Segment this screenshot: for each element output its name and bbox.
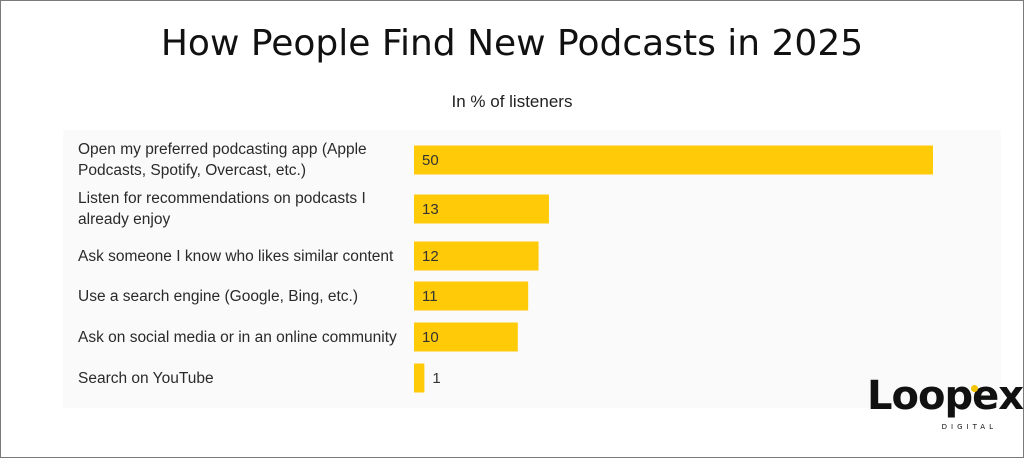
data-label-0: 50 xyxy=(422,152,439,169)
category-label-4: Ask on social media or in an online comm… xyxy=(78,328,397,346)
chart-subtitle: In % of listeners xyxy=(451,92,573,111)
category-label-5: Search on YouTube xyxy=(78,369,214,387)
category-label-3: Use a search engine (Google, Bing, etc.) xyxy=(78,287,359,305)
plot-area: Open my preferred podcasting app (Apple … xyxy=(63,130,1001,408)
bar-chart: 50 13 12 11 10 1 xyxy=(414,145,933,393)
logo-subtext: DIGITAL xyxy=(941,423,997,431)
bar-5 xyxy=(414,363,425,393)
data-label-5: 1 xyxy=(432,370,440,387)
data-label-2: 12 xyxy=(422,248,439,265)
category-label-1: Listen for recommendations on podcasts I… xyxy=(78,190,366,228)
data-label-1: 13 xyxy=(422,201,439,218)
bar-0 xyxy=(414,145,933,175)
logo-wordmark: Loopex xyxy=(867,373,1024,419)
category-label-0: Open my preferred podcasting app (Apple … xyxy=(78,141,367,179)
bar-1 xyxy=(414,194,549,224)
category-label-2: Ask someone I know who likes similar con… xyxy=(78,247,394,265)
data-label-3: 11 xyxy=(422,288,438,305)
data-label-4: 10 xyxy=(422,329,439,346)
bar-2 xyxy=(414,241,539,271)
loopex-logo: Loopex DIGITAL xyxy=(867,373,1024,439)
bar-3 xyxy=(414,281,529,311)
bar-4 xyxy=(414,322,518,352)
logo-accent-dot xyxy=(971,385,978,392)
chart-title: How People Find New Podcasts in 2025 xyxy=(160,23,864,64)
